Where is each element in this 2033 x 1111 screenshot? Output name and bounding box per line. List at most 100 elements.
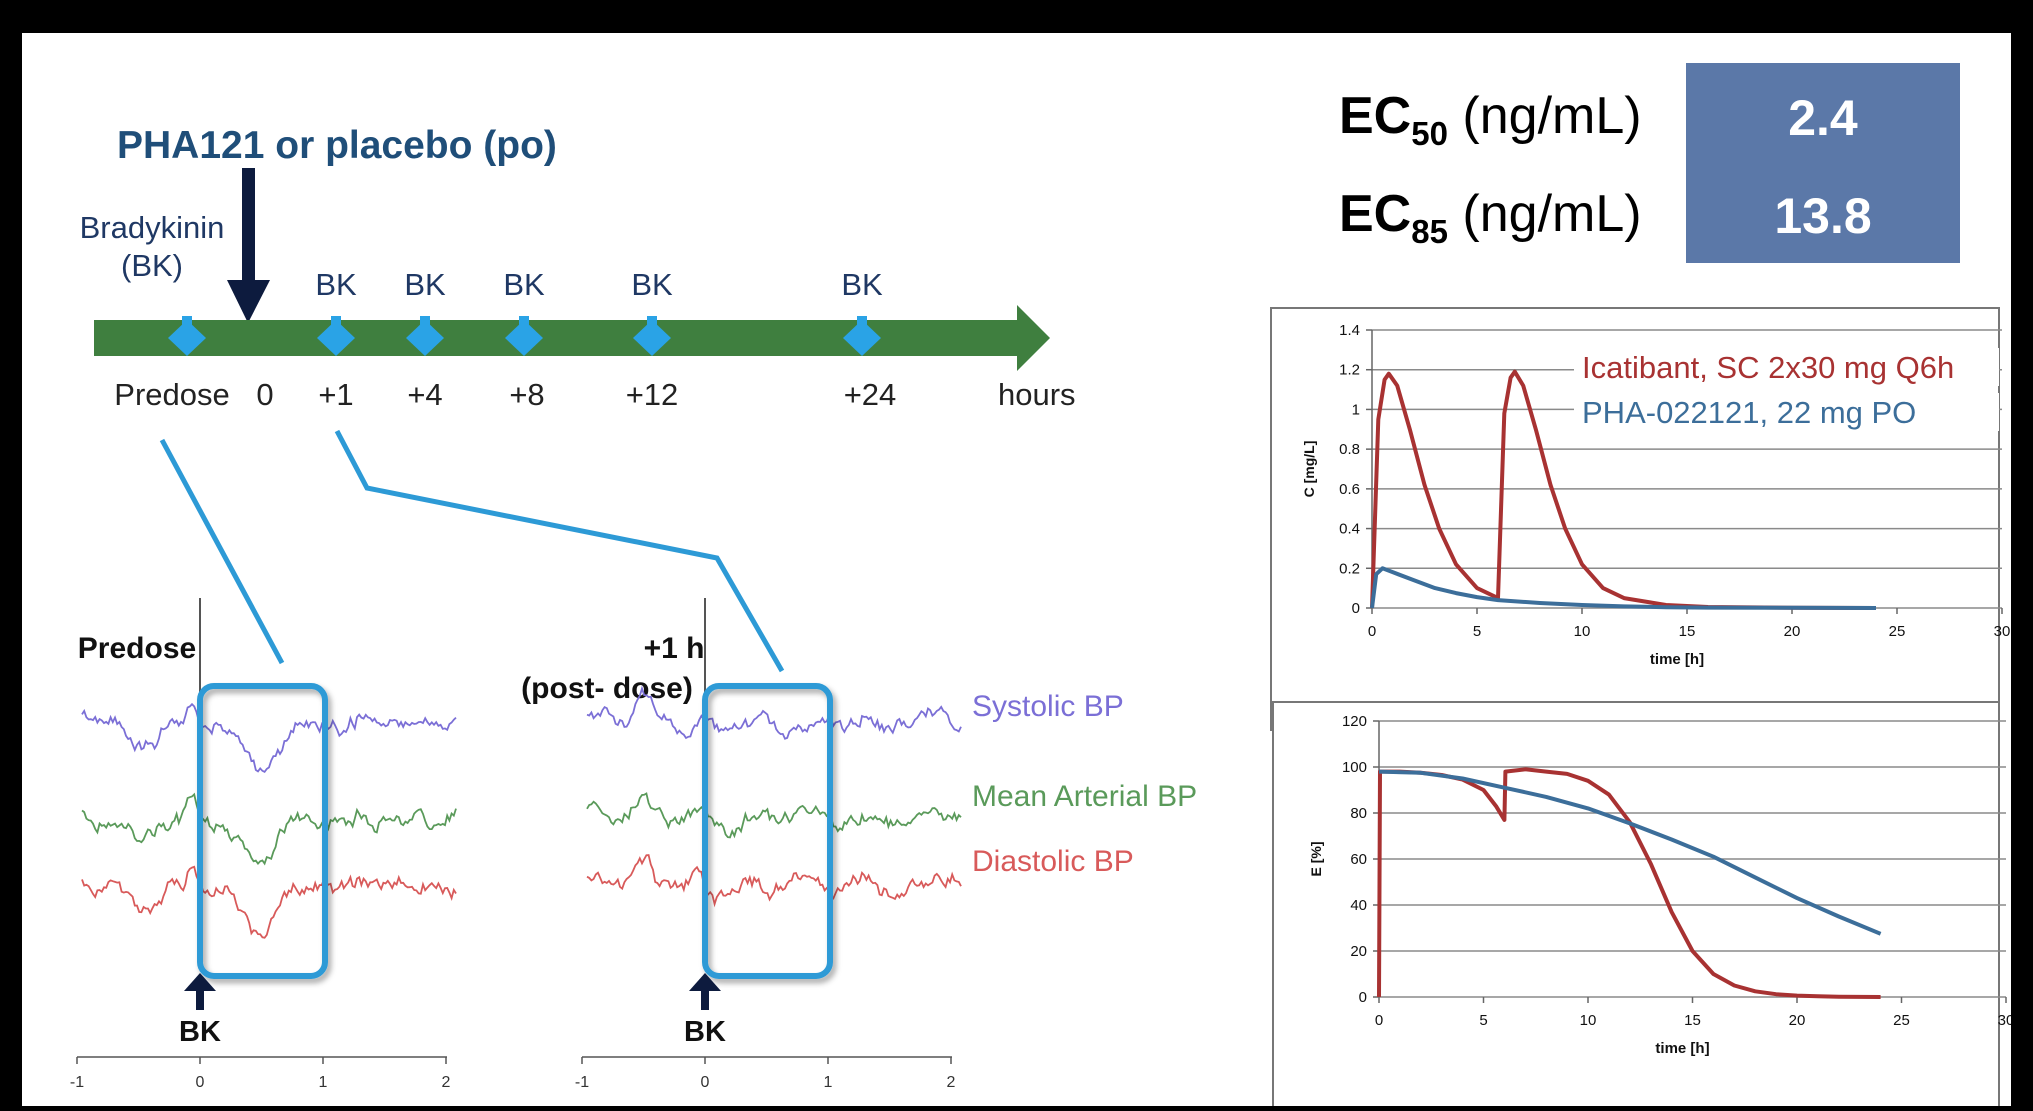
bk-marker-diamond bbox=[406, 320, 444, 356]
bk-arrow-shaft bbox=[196, 988, 204, 1010]
bp-panel-subtitle: (post- dose) bbox=[521, 672, 693, 705]
timeline-tick-label: +8 bbox=[509, 377, 544, 412]
timeline-tick-label: +12 bbox=[626, 377, 679, 412]
x-tick-label: 0 bbox=[1368, 623, 1376, 640]
x-tick-label: 25 bbox=[1889, 623, 1906, 640]
y-tick-label: 60 bbox=[1350, 851, 1367, 868]
bk-label: BK bbox=[684, 1016, 726, 1048]
y-tick-label: 40 bbox=[1350, 897, 1367, 914]
bk-label: BK bbox=[404, 267, 446, 302]
x-tick-label: -1 bbox=[575, 1074, 589, 1091]
bk-marker-diamond bbox=[505, 320, 543, 356]
y-tick-label: 80 bbox=[1350, 805, 1367, 822]
x-tick-label: 2 bbox=[947, 1074, 956, 1091]
timeline-tick-label: 0 bbox=[256, 377, 273, 412]
timeline-bar bbox=[94, 320, 1022, 356]
diastolic-trace bbox=[586, 854, 962, 908]
bk-label: BK bbox=[503, 267, 545, 302]
y-tick-label: 0.8 bbox=[1339, 441, 1360, 458]
y-tick-label: 0.2 bbox=[1339, 560, 1360, 577]
y-tick-label: 120 bbox=[1342, 713, 1367, 730]
slide-canvas: PHA121 or placebo (po) Bradykinin (BK) P… bbox=[70, 63, 2014, 1111]
x-tick-label: 2 bbox=[442, 1074, 451, 1091]
timeline-tick-label: +1 bbox=[318, 377, 353, 412]
bk-label: BK bbox=[841, 267, 883, 302]
y-tick-label: 1.4 bbox=[1339, 322, 1360, 339]
highlight-window bbox=[702, 683, 833, 979]
bk-arrow-head bbox=[689, 973, 721, 991]
legend-item: Icatibant, SC 2x30 mg Q6h bbox=[1582, 350, 1954, 385]
series-line-pha-022121 bbox=[1378, 769, 1882, 936]
bp-legend-item: Mean Arterial BP bbox=[972, 780, 1197, 813]
x-tick-label: 1 bbox=[319, 1074, 328, 1091]
x-tick-label: 30 bbox=[1994, 623, 2011, 640]
dose-arrow-shaft bbox=[242, 168, 255, 280]
x-tick-label: 10 bbox=[1580, 1012, 1597, 1029]
ec-table: EC50 (ng/mL) 2.4 EC85 (ng/mL) 13.8 bbox=[1339, 63, 1960, 263]
concentration-chart: 0 0.2 0.4 0.6 0.8 1 1.2 1.4 0 5 10 15 20 25 30 time [h]… bbox=[1270, 307, 2011, 731]
timeline-ticks: Predose 0 BK +1 BK +4 BK +8 BK +12 BK +24 bbox=[114, 267, 896, 412]
hours-label: hours bbox=[998, 377, 1076, 412]
x-tick-label: 1 bbox=[824, 1074, 833, 1091]
y-tick-label: 0 bbox=[1359, 989, 1367, 1006]
x-tick-label: 5 bbox=[1479, 1012, 1487, 1029]
x-axis-label: time [h] bbox=[1650, 651, 1704, 668]
x-tick-label: 20 bbox=[1784, 623, 1801, 640]
mean-arterial-trace bbox=[586, 792, 962, 839]
bp-legend-item: Diastolic BP bbox=[972, 845, 1134, 878]
x-tick-label: 30 bbox=[1998, 1012, 2011, 1029]
y-tick-label: 100 bbox=[1342, 759, 1367, 776]
timeline-tick-label: Predose bbox=[114, 377, 229, 412]
bk-marker-diamond bbox=[633, 320, 671, 356]
x-tick-label: 25 bbox=[1893, 1012, 1910, 1029]
ec-value: 2.4 bbox=[1788, 90, 1858, 146]
x-tick-label: 0 bbox=[1375, 1012, 1383, 1029]
y-tick-label: 20 bbox=[1350, 943, 1367, 960]
timeline-tick-label: +4 bbox=[407, 377, 442, 412]
y-tick-label: 1.2 bbox=[1339, 362, 1360, 379]
bk-arrow-shaft bbox=[701, 988, 709, 1010]
bk-label: BK bbox=[179, 1016, 221, 1048]
series-line-pha-022121 bbox=[1370, 566, 1877, 610]
bk-marker-diamond bbox=[843, 320, 881, 356]
x-tick-label: 15 bbox=[1684, 1012, 1701, 1029]
dosing-timeline: PHA121 or placebo (po) Bradykinin (BK) P… bbox=[80, 124, 1076, 412]
bk-marker-diamond bbox=[168, 320, 206, 356]
series-line-icatibant bbox=[1370, 369, 1877, 610]
dose-arrow-head bbox=[227, 280, 270, 323]
bk-marker-diamond bbox=[317, 320, 355, 356]
slide: PHA121 or placebo (po) Bradykinin (BK) P… bbox=[22, 33, 2014, 1111]
x-tick-label: 0 bbox=[701, 1074, 710, 1091]
x-tick-label: 0 bbox=[196, 1074, 205, 1091]
y-tick-label: 1 bbox=[1352, 401, 1360, 418]
x-tick-label: -1 bbox=[70, 1074, 84, 1091]
y-axis-label: C [mg/L] bbox=[1301, 441, 1317, 498]
timeline-arrow-head bbox=[1017, 305, 1050, 371]
bk-label: BK bbox=[631, 267, 673, 302]
bp-legend-item: Systolic BP bbox=[972, 690, 1124, 723]
x-axis-label: time [h] bbox=[1655, 1040, 1709, 1057]
legend-bg bbox=[1574, 348, 1999, 386]
dose-label: PHA121 or placebo (po) bbox=[117, 124, 557, 167]
y-axis-label: E [%] bbox=[1308, 842, 1324, 877]
legend-item: PHA-022121, 22 mg PO bbox=[1582, 395, 1916, 430]
y-tick-label: 0.6 bbox=[1339, 481, 1360, 498]
bp-panel-post-dose: +1 h (post- dose) BK -1 0 1 2 bbox=[521, 598, 962, 1091]
systolic-trace bbox=[81, 702, 457, 774]
y-tick-label: 0.4 bbox=[1339, 521, 1360, 538]
bk-arrow-head bbox=[184, 973, 216, 991]
bradykinin-label: Bradykinin bbox=[80, 210, 225, 245]
systolic-trace bbox=[586, 685, 962, 740]
x-tick-label: 15 bbox=[1679, 623, 1696, 640]
effect-chart: 0 20 40 60 80 100 120 0 5 10 15 20 25 30 time [h] E [%] bbox=[1272, 701, 2014, 1111]
bk-label: BK bbox=[315, 267, 357, 302]
ec-label: EC85 (ng/mL) bbox=[1339, 185, 1642, 250]
diastolic-trace bbox=[81, 865, 457, 939]
y-tick-label: 0 bbox=[1352, 600, 1360, 617]
ec-label: EC50 (ng/mL) bbox=[1339, 87, 1642, 152]
zoom-connectors bbox=[159, 429, 785, 673]
ec-value-box bbox=[1686, 63, 1960, 263]
bp-legend: Systolic BP Mean Arterial BP Diastolic BP bbox=[972, 690, 1197, 878]
mean-arterial-trace bbox=[81, 792, 457, 866]
bradykinin-abbrev: (BK) bbox=[121, 248, 183, 283]
